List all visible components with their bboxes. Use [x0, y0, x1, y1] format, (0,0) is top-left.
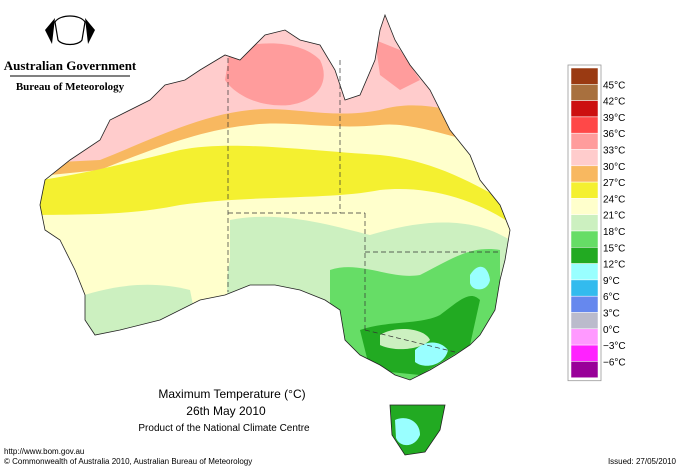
legend-swatch	[570, 247, 599, 264]
legend-frame	[567, 64, 602, 382]
legend-swatch	[570, 67, 599, 85]
legend-swatch	[570, 295, 599, 313]
legend: 45°C 42°C 39°C 36°C 33°C 30°C 27°C 24°C 21°C 18°C…	[567, 64, 626, 382]
caption-date: 26th May 2010	[186, 404, 266, 418]
legend-label: 0°C	[603, 325, 620, 336]
state-borders	[227, 58, 500, 353]
legend-swatch	[570, 198, 599, 215]
legend-label: 3°C	[603, 309, 620, 320]
legend-swatch	[570, 149, 599, 167]
legend-label: 39°C	[603, 113, 625, 124]
legend-swatch	[570, 328, 599, 346]
agency-name: Bureau of Meteorology	[16, 81, 125, 93]
legend-swatch	[570, 214, 599, 232]
legend-label: 33°C	[603, 146, 625, 157]
legend-swatch	[570, 181, 599, 199]
legend-label: 27°C	[603, 178, 625, 189]
legend-label: 24°C	[603, 194, 625, 205]
legend-label: 36°C	[603, 129, 625, 140]
legend-swatch	[570, 116, 599, 134]
footer-copyright: © Commonwealth of Australia 2010, Austra…	[4, 457, 252, 466]
legend-label: 42°C	[603, 97, 625, 108]
legend-label: 45°C	[603, 80, 625, 91]
legend-label: 15°C	[603, 243, 625, 254]
legend-label: −6°C	[603, 357, 626, 368]
footer-issued: Issued: 27/05/2010	[608, 457, 677, 466]
logo: Australian Government Bureau of Meteorol…	[4, 15, 137, 93]
legend-label: 6°C	[603, 292, 620, 303]
footer-url: http://www.bom.gov.au	[4, 447, 84, 456]
legend-label: 30°C	[603, 162, 625, 173]
legend-swatch	[570, 84, 599, 101]
legend-swatch	[570, 100, 599, 118]
caption-title: Maximum Temperature (°C)	[158, 387, 305, 401]
legend-label: 18°C	[603, 227, 625, 238]
legend-swatch	[570, 132, 599, 150]
tasmania	[389, 404, 446, 456]
legend-swatch	[570, 279, 599, 297]
legend-swatch	[570, 263, 599, 281]
coastline	[39, 13, 511, 381]
legend-swatch	[570, 344, 599, 362]
legend-label: 12°C	[603, 260, 625, 271]
caption-product: Product of the National Climate Centre	[138, 423, 310, 434]
government-name: Australian Government	[4, 58, 137, 73]
legend-swatch	[570, 312, 599, 330]
legend-label: 9°C	[603, 276, 620, 287]
legend-label: 21°C	[603, 211, 625, 222]
legend-swatch	[570, 165, 599, 183]
legend-label: −3°C	[603, 341, 626, 352]
legend-swatch	[570, 361, 599, 378]
legend-swatch	[570, 230, 599, 248]
